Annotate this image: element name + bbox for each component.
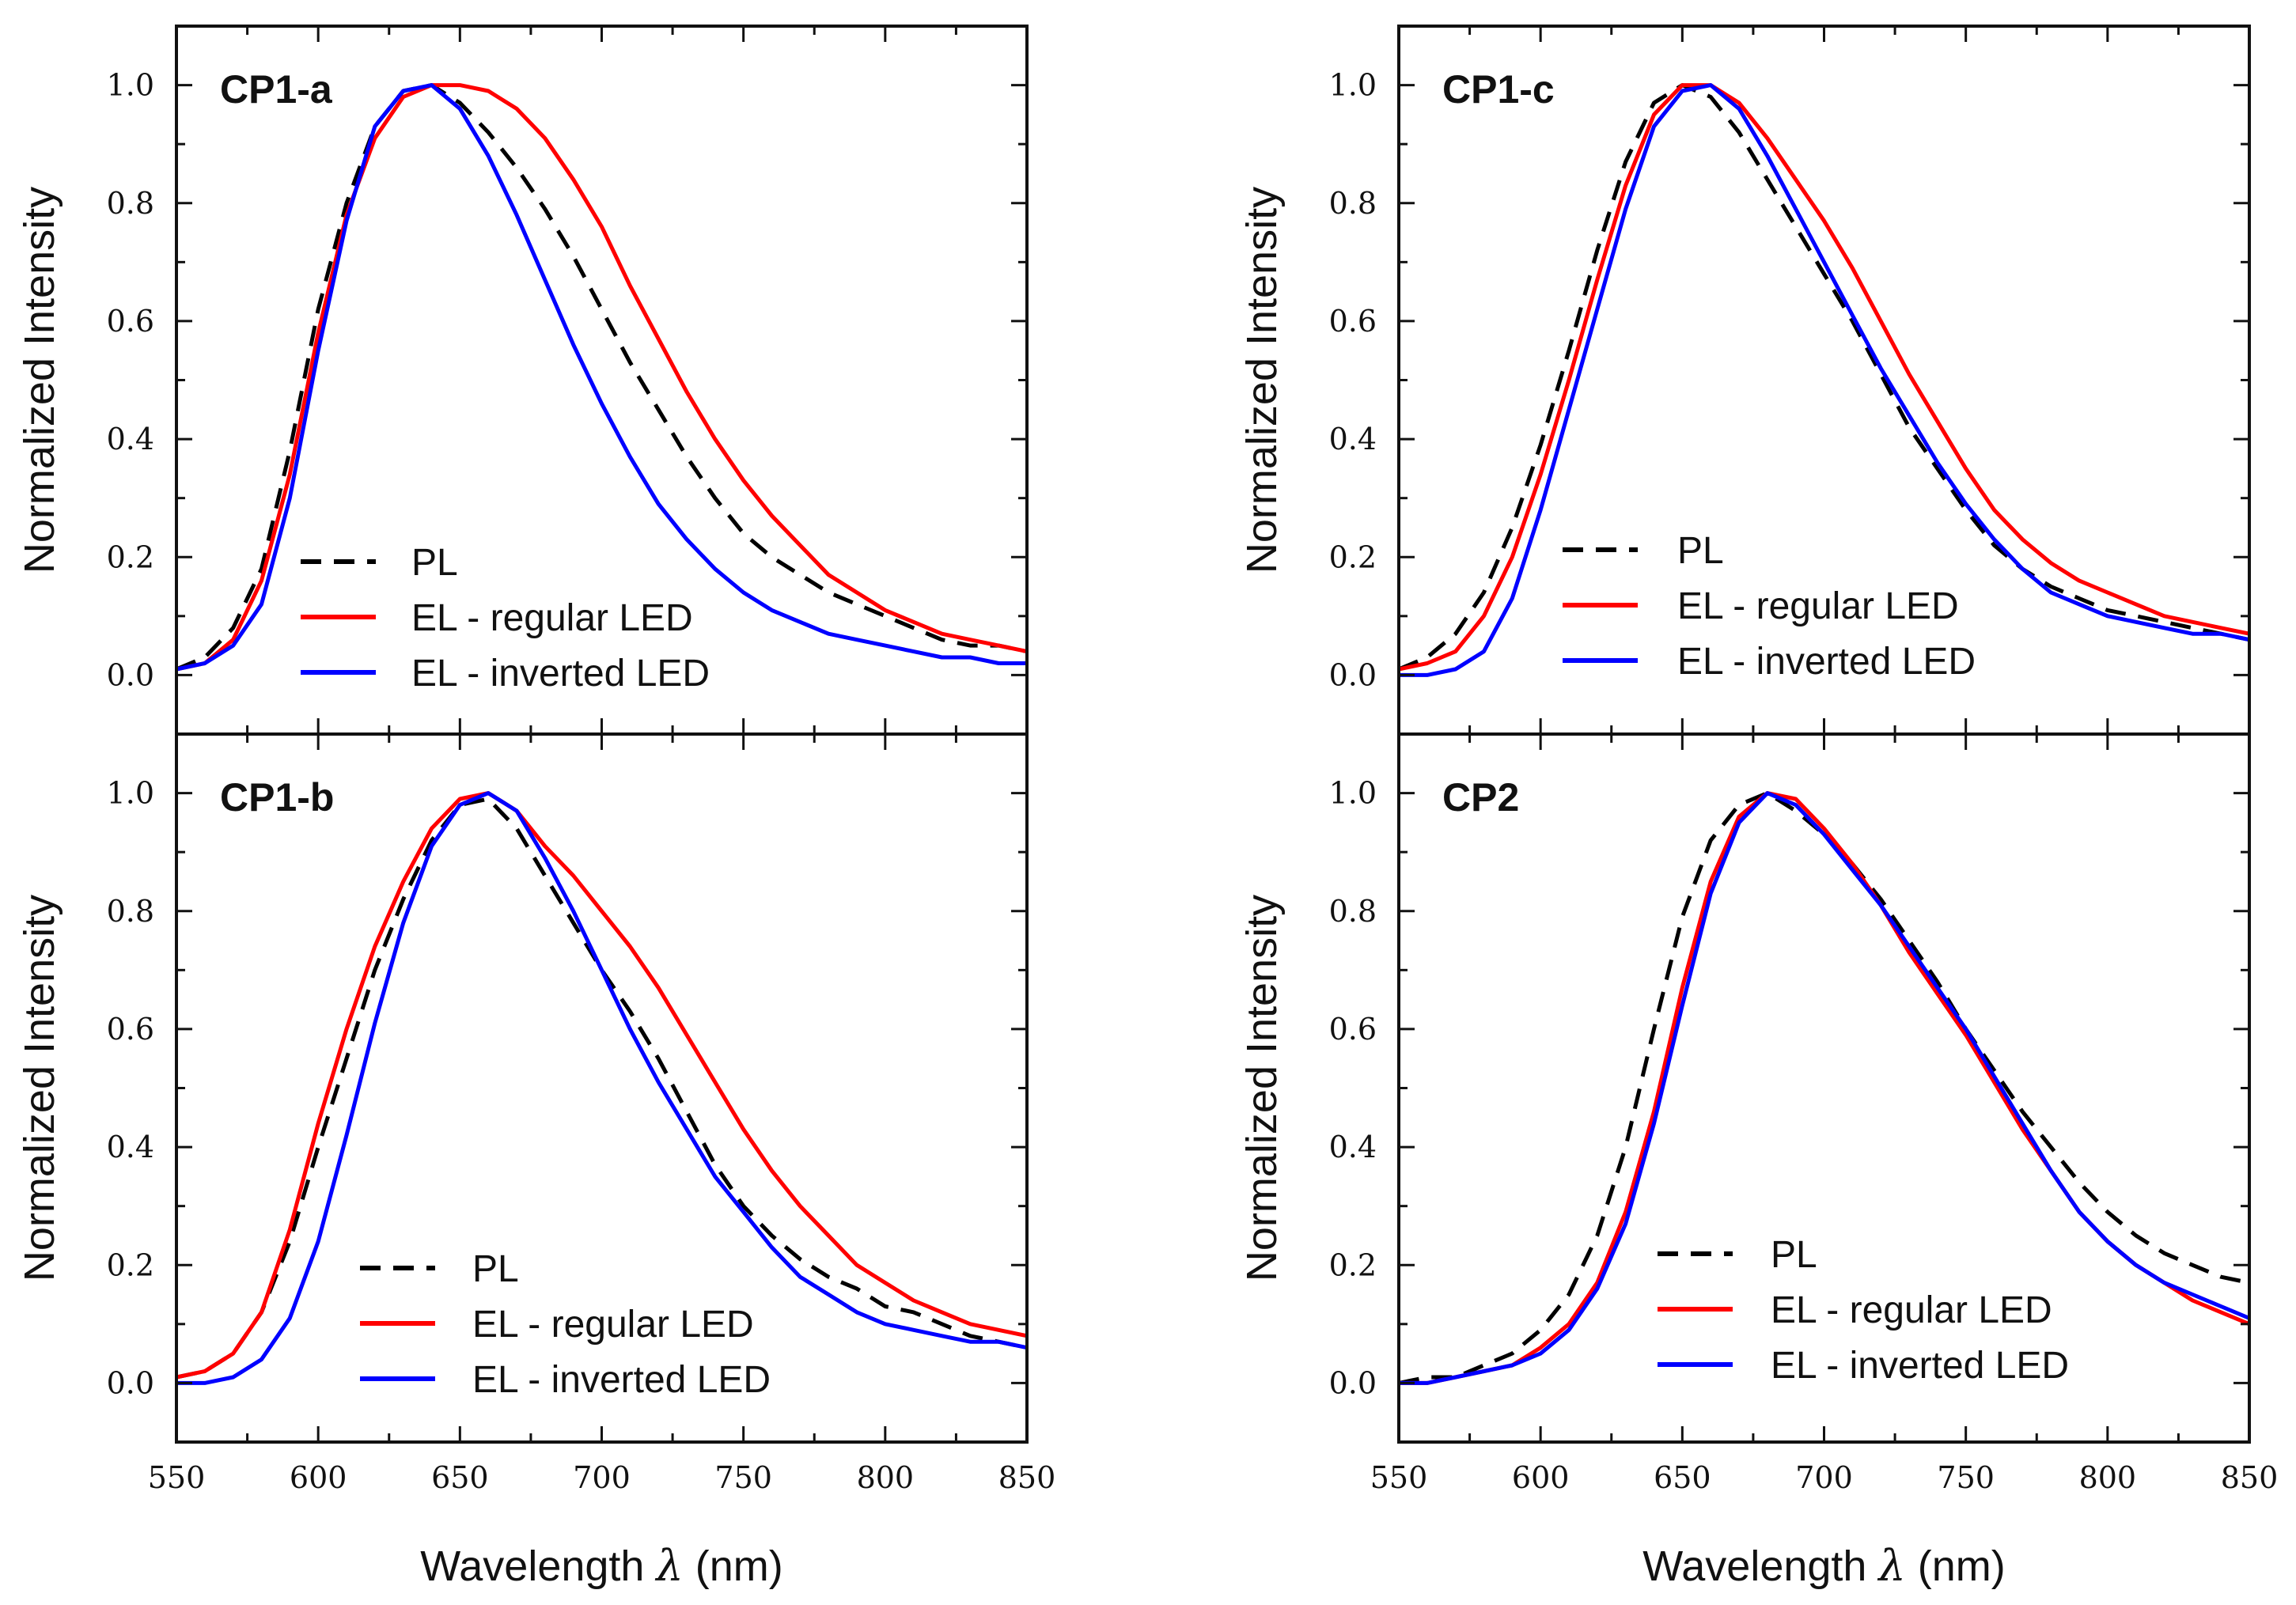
legend-label: PL [472, 1248, 519, 1290]
panel-title: CP2 [1442, 775, 1519, 820]
legend-label: EL - regular LED [411, 597, 693, 639]
y-tick-label: 1.0 [1329, 776, 1377, 811]
series-line-el-regular-led [176, 83, 1027, 672]
y-tick-label: 0.2 [107, 539, 154, 574]
series-group [1399, 791, 2249, 1385]
legend-label: EL - inverted LED [411, 653, 710, 695]
panel-title: CP1-a [220, 67, 333, 112]
legend: PL EL - regular LED EL - inverted LED [1563, 530, 1976, 683]
x-tick-label: 750 [1937, 1460, 1995, 1495]
y-tick-label: 0.4 [107, 1130, 154, 1164]
y-tick-label: 0.6 [1329, 304, 1377, 339]
y-tick-label: 1.0 [107, 68, 154, 103]
legend-label: EL - regular LED [1677, 585, 1959, 627]
panel-cp1-a: 0.0 0.2 0.4 0.6 0.8 1.0 CP1-a Normalized Intens… [16, 25, 1029, 736]
x-tick-label: 800 [857, 1460, 915, 1495]
x-axis-title-prefix: Wavelength [420, 1543, 656, 1590]
y-tick-label: 0.0 [1329, 657, 1377, 692]
series-line-pl [176, 83, 1027, 672]
panel-title: CP1-b [220, 775, 334, 820]
y-axis-title: Normalized Intensity [16, 895, 63, 1281]
x-tick-label: 700 [573, 1460, 631, 1495]
x-tick-label: 550 [148, 1460, 206, 1495]
legend-label: PL [1771, 1234, 1817, 1276]
y-tick-label: 0.8 [1329, 186, 1377, 221]
panel-title: CP1-c [1442, 67, 1555, 112]
y-tick-label: 0.2 [107, 1247, 154, 1282]
y-tick-label: 0.6 [107, 1012, 154, 1047]
series-line-el-inverted-led [1399, 83, 2249, 677]
legend: PL EL - regular LED EL - inverted LED [360, 1248, 771, 1401]
x-tick-label: 850 [998, 1460, 1056, 1495]
panel-cp1-c: 0.0 0.2 0.4 0.6 0.8 1.0 CP1-c Normalized Intens… [1238, 25, 2251, 736]
x-axis-title-unit: (nm) [1906, 1543, 2006, 1590]
series-line-pl [1399, 83, 2249, 672]
y-axis-title: Normalized Intensity [1238, 895, 1286, 1281]
x-tick-label: 750 [714, 1460, 772, 1495]
y-tick-label: 0.6 [107, 304, 154, 339]
y-tick-label: 0.2 [1329, 539, 1377, 574]
x-tick-label: 700 [1795, 1460, 1853, 1495]
x-tick-label: 600 [290, 1460, 347, 1495]
x-axis-title-prefix: Wavelength [1642, 1543, 1878, 1590]
y-tick-label: 0.2 [1329, 1247, 1377, 1282]
panel-cp1-b: 0.0 0.2 0.4 0.6 0.8 1.0 550 600 650 700 750 800 850 C… [16, 732, 1056, 1591]
series-group [176, 791, 1027, 1385]
y-tick-label: 1.0 [107, 776, 154, 811]
y-axis-title: Normalized Intensity [16, 187, 63, 573]
y-tick-label: 0.0 [1329, 1365, 1377, 1400]
y-axis-title: Normalized Intensity [1238, 187, 1286, 573]
legend-label: EL - inverted LED [472, 1359, 771, 1401]
series-line-el-inverted-led [176, 791, 1027, 1385]
x-tick-label: 850 [2221, 1460, 2279, 1495]
y-tick-label: 1.0 [1329, 68, 1377, 103]
legend-label: EL - inverted LED [1771, 1345, 2069, 1387]
series-group [176, 83, 1027, 672]
legend: PL EL - regular LED EL - inverted LED [1658, 1234, 2069, 1387]
x-tick-label: 600 [1512, 1460, 1570, 1495]
x-axis-title: Wavelength λ (nm) [1642, 1541, 2005, 1591]
series-line-pl [1399, 791, 2249, 1385]
y-tick-label: 0.8 [1329, 894, 1377, 929]
y-tick-label: 0.0 [107, 657, 154, 692]
x-axis-title-symbol: λ [1877, 1541, 1905, 1591]
y-tick-label: 0.4 [107, 422, 154, 456]
x-tick-label: 550 [1370, 1460, 1428, 1495]
series-line-el-inverted-led [1399, 791, 2249, 1385]
plot-frame [1397, 25, 2251, 736]
legend: PL EL - regular LED EL - inverted LED [301, 542, 710, 695]
legend-label: PL [1677, 530, 1724, 572]
y-tick-label: 0.8 [107, 186, 154, 221]
series-group [1399, 83, 2249, 677]
series-line-el-inverted-led [176, 83, 1027, 672]
y-tick-label: 0.8 [107, 894, 154, 929]
x-tick-label: 650 [431, 1460, 489, 1495]
plot-frame [1397, 732, 2251, 1444]
legend-label: EL - inverted LED [1677, 641, 1976, 683]
x-axis-title-unit: (nm) [684, 1543, 783, 1590]
y-tick-label: 0.4 [1329, 1130, 1377, 1164]
series-line-pl [176, 797, 1027, 1380]
y-tick-label: 0.0 [107, 1365, 154, 1400]
x-axis-title: Wavelength λ (nm) [420, 1541, 782, 1591]
series-line-el-regular-led [176, 791, 1027, 1380]
series-line-el-regular-led [1399, 83, 2249, 672]
y-tick-label: 0.4 [1329, 422, 1377, 456]
legend-label: EL - regular LED [472, 1304, 754, 1346]
x-tick-label: 800 [2079, 1460, 2137, 1495]
legend-label: PL [411, 542, 458, 584]
panel-cp2: 0.0 0.2 0.4 0.6 0.8 1.0 550 600 650 700 750 800 850 C… [1238, 732, 2279, 1591]
y-tick-label: 0.6 [1329, 1012, 1377, 1047]
x-axis-title-symbol: λ [654, 1541, 683, 1591]
legend-label: EL - regular LED [1771, 1289, 2052, 1331]
x-tick-label: 650 [1654, 1460, 1711, 1495]
